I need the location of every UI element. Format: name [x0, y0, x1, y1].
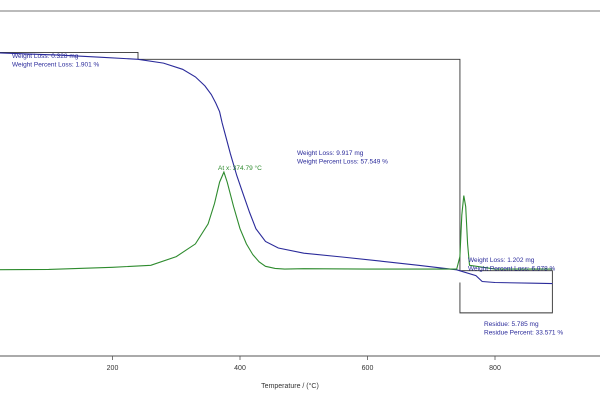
- weight-step-1: [0, 51, 139, 60]
- residue-bracket: [459, 282, 553, 314]
- x-tick-label: 800: [489, 365, 501, 372]
- annotation-peak: At x: 374.79 °C: [218, 164, 262, 172]
- tga-curve: [0, 52, 553, 285]
- dtg-curve: [0, 170, 553, 271]
- annotation-residue: Residue: 5.785 mg Residue Percent: 33.571…: [484, 321, 563, 337]
- annotation-step-3: Weight Loss: 1.202 mg Weight Percent Loss…: [468, 257, 556, 273]
- x-axis-title: Temperature / (°C): [261, 382, 319, 390]
- x-tick-label: 200: [107, 365, 119, 372]
- weight-step-markers: [0, 51, 553, 314]
- annotation-step-1: Weight Loss: 0.328 mg Weight Percent Loss…: [12, 53, 100, 69]
- x-tick-label: 600: [362, 365, 374, 372]
- series-layer: [0, 52, 553, 285]
- weight-step-3: [459, 270, 553, 284]
- annotations-layer: Weight Loss: 0.328 mg Weight Percent Loss…: [12, 53, 563, 337]
- x-tick-label: 400: [234, 365, 246, 372]
- x-axis-ticks: 200 400 600 800: [107, 356, 501, 372]
- weight-step-2: [138, 58, 461, 271]
- annotation-step-2: Weight Loss: 9.917 mg Weight Percent Loss…: [297, 150, 388, 166]
